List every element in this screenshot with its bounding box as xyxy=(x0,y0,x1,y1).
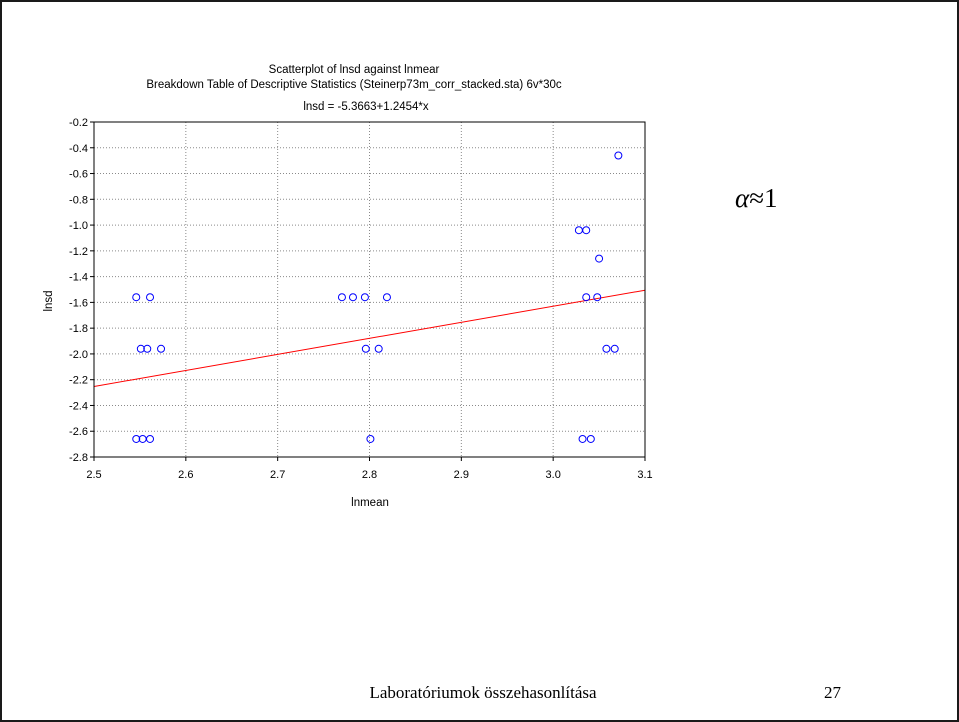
chart-title: Scatterplot of lnsd against lnmear xyxy=(269,64,440,76)
y-tick-label: -1.4 xyxy=(69,272,88,284)
regression-line xyxy=(93,289,646,387)
data-point xyxy=(578,434,587,443)
data-point xyxy=(146,434,155,443)
y-tick-label: -0.4 xyxy=(69,143,88,155)
data-point xyxy=(574,226,583,235)
x-tick-label: 3.0 xyxy=(546,469,561,481)
tick-labels: -0.2 -0.4 -0.6 -0.8 -1.0 -1.2 -1.4 -1.6 -1.8 -2.0… xyxy=(69,117,653,481)
regression-equation: lnsd = -5.3663+1.2454*x xyxy=(303,101,429,113)
y-tick-label: -1.0 xyxy=(69,220,88,232)
x-tick-label: 2.6 xyxy=(178,469,193,481)
x-tick-label: 2.5 xyxy=(86,469,101,481)
plot-area-frame xyxy=(93,121,646,458)
footer-title: Laboratóriumok összehasonlítása xyxy=(369,683,597,702)
y-tick-label: -2.6 xyxy=(69,426,88,438)
data-point xyxy=(593,293,602,302)
data-point xyxy=(374,344,383,353)
data-point xyxy=(595,254,604,263)
y-tick-label: -2.4 xyxy=(69,400,88,412)
x-tick-label: 3.1 xyxy=(637,469,652,481)
data-points xyxy=(132,151,623,443)
y-tick-label: -2.8 xyxy=(69,452,88,464)
y-tick-label: -0.2 xyxy=(69,117,88,129)
data-point xyxy=(143,344,152,353)
y-tick-label: -0.6 xyxy=(69,169,88,181)
data-point xyxy=(582,226,591,235)
data-point xyxy=(132,434,141,443)
y-tick-label: -1.6 xyxy=(69,297,88,309)
data-point xyxy=(136,344,145,353)
data-point xyxy=(132,293,141,302)
y-tick-label: -2.2 xyxy=(69,375,88,387)
data-point xyxy=(361,344,370,353)
x-tick-label: 2.7 xyxy=(270,469,285,481)
data-point xyxy=(582,293,591,302)
alpha-symbol: α xyxy=(735,183,750,213)
x-axis-label: lnmean xyxy=(351,497,389,509)
y-tick-label: -2.0 xyxy=(69,349,88,361)
data-point xyxy=(348,293,357,302)
data-point xyxy=(157,344,166,353)
grid-lines xyxy=(94,122,645,457)
chart-subtitle: Breakdown Table of Descriptive Statistic… xyxy=(146,79,562,91)
data-point xyxy=(382,293,391,302)
data-point xyxy=(614,151,623,160)
data-point xyxy=(586,434,595,443)
data-point xyxy=(610,344,619,353)
alpha-approximation-note: α≈1 xyxy=(735,183,778,214)
data-point xyxy=(602,344,611,353)
data-point xyxy=(337,293,346,302)
data-point xyxy=(366,434,375,443)
x-tick-label: 2.9 xyxy=(454,469,469,481)
scatter-chart: Scatterplot of lnsd against lnmear Break… xyxy=(43,64,653,509)
data-point xyxy=(360,293,369,302)
y-tick-label: -1.8 xyxy=(69,323,88,335)
y-tick-label: -0.8 xyxy=(69,194,88,206)
x-tick-label: 2.8 xyxy=(362,469,377,481)
axis-ticks xyxy=(90,121,646,461)
alpha-relation: ≈1 xyxy=(749,183,778,213)
y-axis-label: lnsd xyxy=(43,290,55,311)
data-point xyxy=(146,293,155,302)
page-number: 27 xyxy=(824,683,841,702)
y-tick-label: -1.2 xyxy=(69,246,88,258)
